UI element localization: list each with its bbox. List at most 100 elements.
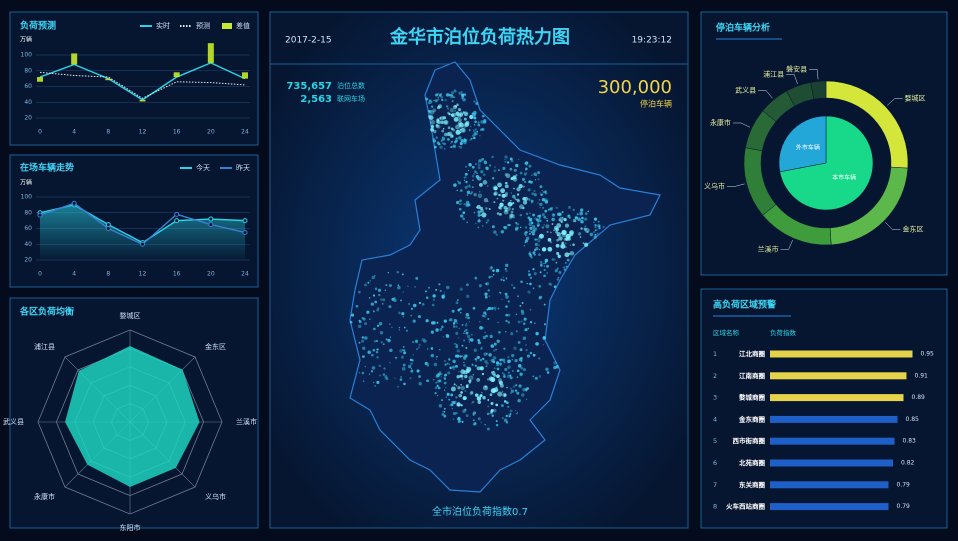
- heat-dot: [525, 344, 527, 346]
- heat-dot: [488, 295, 490, 297]
- heat-dot: [474, 170, 477, 174]
- heat-dot: [473, 113, 477, 116]
- heat-dot: [473, 422, 477, 426]
- value-label: 0.85: [906, 416, 920, 423]
- heat-dot: [465, 123, 468, 126]
- heat-dot: [476, 177, 479, 180]
- heat-dot: [468, 185, 471, 188]
- heat-dot: [453, 117, 459, 122]
- heat-dot: [450, 140, 453, 143]
- heat-dot: [375, 339, 378, 343]
- heat-dot: [561, 232, 567, 238]
- heat-dot: [498, 291, 501, 294]
- heat-dot: [458, 181, 462, 185]
- heat-dot: [480, 170, 484, 174]
- heat-dot: [492, 370, 495, 373]
- heat-dot: [502, 166, 506, 170]
- point: [174, 211, 180, 217]
- heat-dot: [364, 322, 368, 326]
- heat-dot: [554, 269, 558, 273]
- heat-dot: [556, 267, 559, 270]
- heat-dot: [519, 348, 523, 352]
- heat-dot: [462, 211, 466, 215]
- pie-slice: [778, 115, 827, 173]
- heat-dot: [491, 414, 494, 417]
- heat-dot: [527, 290, 531, 294]
- heat-dot: [532, 225, 536, 228]
- heat-dot: [452, 325, 456, 328]
- heat-dot: [361, 336, 365, 339]
- heat-dot: [521, 302, 524, 304]
- heat-dot: [557, 276, 560, 279]
- heat-dot: [457, 386, 461, 390]
- heat-dot: [458, 136, 462, 140]
- heat-dot: [459, 131, 462, 134]
- leader-line: [758, 90, 773, 99]
- heat-dot: [444, 148, 446, 150]
- heat-dot: [445, 93, 450, 97]
- heat-dot: [477, 121, 480, 124]
- rank: 6: [713, 459, 717, 467]
- heat-dot: [503, 400, 507, 403]
- heat-dot: [479, 394, 483, 398]
- heat-dot: [549, 248, 552, 251]
- point: [208, 222, 214, 228]
- heat-dot: [427, 109, 431, 113]
- heat-dot: [448, 113, 451, 116]
- heat-dot: [454, 139, 458, 143]
- x-tick-label: 24: [241, 129, 249, 136]
- heat-dot: [580, 219, 584, 224]
- heat-dot: [505, 414, 508, 418]
- heat-dot: [459, 355, 462, 358]
- y-tick-label: 80: [24, 67, 32, 74]
- heat-dot: [444, 98, 447, 102]
- heat-dot: [376, 380, 380, 384]
- heat-dot: [467, 169, 470, 172]
- bar: [770, 503, 889, 511]
- heat-dot: [594, 225, 597, 229]
- row-label: 北苑商圈: [739, 458, 766, 467]
- heat-dot: [530, 256, 533, 259]
- heat-dot: [510, 389, 515, 393]
- heat-dot: [530, 231, 533, 234]
- heat-dot: [504, 267, 507, 271]
- heat-dot: [449, 318, 453, 322]
- heat-dot: [438, 348, 441, 351]
- heat-dot: [476, 377, 481, 382]
- point: [242, 229, 248, 235]
- heat-dot: [481, 212, 487, 218]
- heat-dot: [437, 96, 440, 98]
- heat-dot: [532, 232, 535, 236]
- heat-dot: [567, 214, 571, 218]
- heat-dot: [511, 208, 514, 211]
- heat-dot: [484, 331, 486, 334]
- heat-dot: [391, 297, 395, 301]
- heat-dot: [453, 400, 457, 404]
- heat-dot: [509, 167, 513, 171]
- heat-dot: [450, 393, 454, 397]
- heat-dot: [456, 417, 460, 421]
- heat-dot: [401, 273, 404, 276]
- heat-dot: [524, 230, 528, 234]
- heat-dot: [458, 91, 462, 95]
- heat-dot: [455, 105, 458, 108]
- heat-dot: [546, 264, 549, 268]
- heat-dot: [446, 362, 449, 365]
- heat-dot: [539, 206, 541, 209]
- heat-dot: [511, 353, 515, 358]
- bar: [770, 350, 913, 358]
- heat-dot: [528, 273, 531, 277]
- heat-dot: [460, 127, 466, 133]
- heat-dot: [497, 391, 503, 397]
- heat-dot: [564, 252, 570, 258]
- heat-dot: [367, 281, 370, 284]
- heat-dot: [572, 219, 576, 223]
- heat-dot: [489, 412, 491, 415]
- x-tick-label: 24: [241, 271, 249, 278]
- heat-dot: [450, 127, 454, 131]
- heat-dot: [469, 114, 474, 120]
- heat-dot: [357, 324, 362, 329]
- heat-dot: [472, 306, 476, 310]
- heat-dot: [539, 217, 541, 219]
- heat-dot: [449, 146, 451, 148]
